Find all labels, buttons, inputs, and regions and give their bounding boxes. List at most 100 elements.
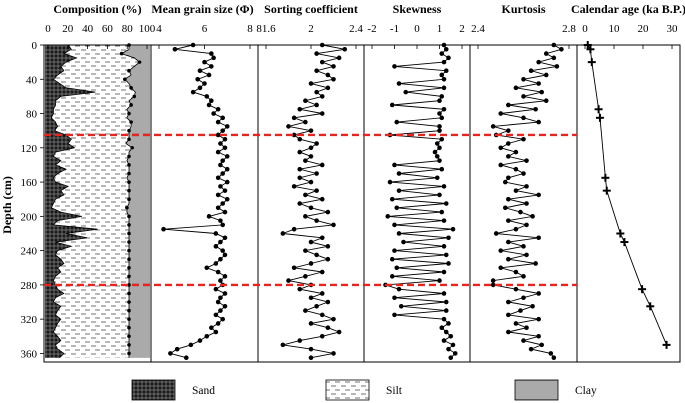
x-tick-label: 30 (667, 23, 679, 35)
data-point (308, 321, 314, 326)
data-point (224, 196, 230, 202)
data-point (506, 128, 511, 133)
data-point (218, 308, 223, 313)
data-point (506, 218, 511, 223)
composition-point (127, 265, 131, 270)
composition-point (127, 68, 131, 73)
data-point (450, 226, 456, 232)
legend-label-sand: Sand (192, 385, 215, 397)
data-point (319, 59, 325, 65)
data-point (506, 299, 511, 305)
data-point (209, 325, 214, 331)
data-point (450, 342, 456, 348)
data-point (394, 205, 400, 211)
composition-point (137, 60, 142, 64)
data-point (218, 295, 223, 301)
x-tick-label: -1 (390, 23, 399, 35)
data-point (280, 342, 286, 348)
data-point (314, 102, 319, 108)
data-point (490, 278, 496, 283)
data-point (551, 355, 557, 361)
data-point (443, 46, 449, 52)
data-point (308, 355, 314, 361)
data-point (554, 64, 560, 69)
data-point (325, 209, 331, 215)
composition-point (127, 240, 131, 244)
composition-point (127, 111, 131, 116)
data-point (392, 248, 397, 253)
data-point (222, 136, 228, 142)
data-point (490, 282, 496, 288)
data-point (308, 154, 314, 159)
series-panel-1 (161, 42, 230, 361)
data-point (506, 239, 511, 245)
data-point (503, 179, 508, 185)
data-point (513, 85, 519, 91)
data-point (439, 325, 445, 331)
data-point (218, 239, 223, 245)
data-point (396, 188, 402, 193)
data-point (319, 94, 325, 99)
data-point (314, 171, 319, 176)
data-point (314, 252, 319, 258)
data-point (308, 239, 314, 245)
panel-frame-1: Mean grain size (Φ) 4 6 8 (150, 2, 259, 363)
data-point (536, 81, 541, 86)
y-tick-label: 120 (21, 143, 38, 155)
data-point (308, 128, 314, 133)
data-point (524, 201, 529, 206)
data-point (448, 333, 454, 339)
data-point (202, 81, 207, 86)
data-point (443, 299, 449, 305)
composition-point (127, 188, 131, 193)
data-point (213, 329, 219, 335)
data-point (437, 145, 442, 151)
data-point (403, 89, 409, 95)
x-tick-label: 2.4 (349, 23, 363, 35)
composition-point (127, 317, 131, 321)
data-point (518, 308, 523, 313)
data-point (218, 184, 223, 189)
panel-border (363, 44, 471, 363)
data-point (319, 333, 325, 339)
data-point (209, 98, 214, 103)
data-point (319, 312, 325, 318)
data-point (297, 106, 303, 112)
data-point (398, 304, 404, 309)
composition-point (132, 94, 137, 99)
data-point (446, 55, 451, 61)
x-tick-label: -2 (367, 23, 376, 35)
data-point (222, 252, 228, 258)
composition-point (127, 325, 131, 330)
data-point (548, 351, 554, 356)
data-point (220, 128, 225, 133)
composition-point (127, 291, 131, 296)
series-line (492, 44, 563, 358)
data-point (437, 278, 442, 283)
data-point (551, 55, 557, 61)
data-point (291, 184, 297, 189)
data-point (521, 136, 526, 142)
data-point (314, 51, 319, 56)
data-point (325, 299, 331, 305)
y-tick-label: 200 (21, 211, 38, 223)
data-point (314, 89, 319, 95)
data-point (291, 265, 297, 271)
series-panel-5 (583, 41, 671, 349)
data-point (215, 299, 221, 305)
data-point (206, 102, 212, 108)
data-point (443, 201, 449, 206)
data-point (434, 175, 440, 181)
data-point (441, 269, 447, 275)
data-point (297, 286, 303, 292)
data-point (539, 342, 544, 348)
data-point (303, 248, 308, 253)
data-point (441, 291, 447, 296)
data-point (222, 235, 228, 241)
data-point (325, 256, 331, 262)
data-point (206, 72, 212, 78)
data-point (342, 46, 348, 52)
data-point (498, 248, 504, 253)
data-point (222, 274, 228, 279)
x-tick-label: 20 (62, 23, 74, 35)
